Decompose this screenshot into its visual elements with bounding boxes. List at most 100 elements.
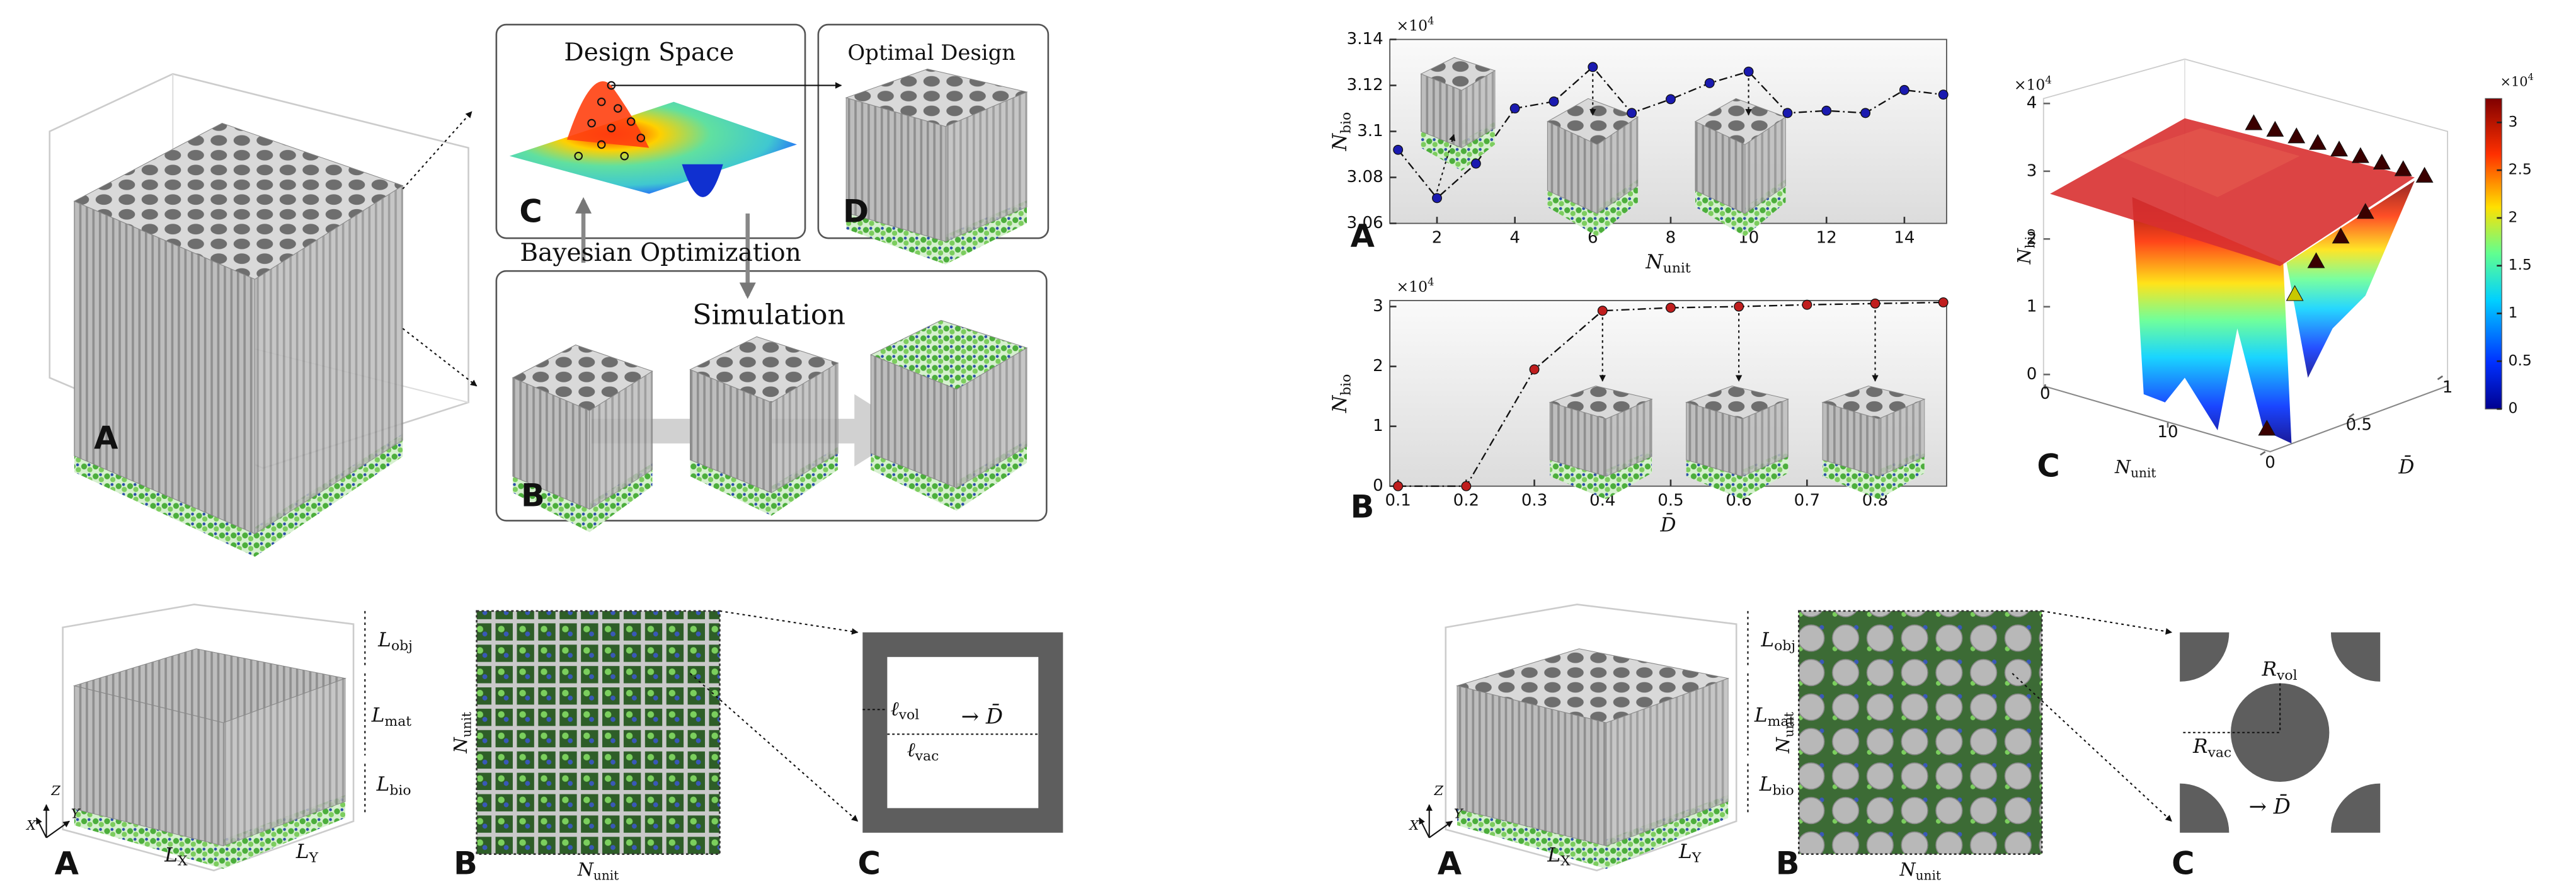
colorbar-tick-label: 2 [2509, 208, 2518, 226]
dimension-label-sub: X [1560, 854, 1571, 869]
data-point [1666, 303, 1676, 312]
panel-title: Design Space [564, 38, 734, 67]
data-point [1705, 79, 1714, 88]
dimension-label-main: L [1759, 773, 1773, 796]
y-tick-label: 1 [1373, 416, 1383, 435]
dimension-label-sub: obj [391, 638, 413, 654]
grid-label: Nunit [1899, 858, 1941, 882]
dimension-label-sub: vac [915, 748, 939, 764]
x-axis-label-sub: unit [2131, 465, 2156, 480]
optimum-marker [2417, 168, 2433, 182]
x-tick-label: 0.7 [1794, 491, 1820, 510]
grid-label-main: N [1899, 858, 1916, 879]
data-point [1627, 108, 1637, 118]
lattice-render [74, 649, 345, 869]
y-tick-label: 3.1 [1357, 122, 1383, 140]
lattice-render [846, 69, 1027, 264]
data-point [1861, 108, 1870, 118]
axis-multiplier: ×104 [1397, 276, 1434, 295]
axis-multiplier: ×104 [2014, 74, 2052, 93]
y-axis-label: Nbio [1328, 374, 1354, 414]
data-point [1938, 298, 1948, 307]
x-tick-label: 0.2 [1453, 491, 1479, 510]
grid-label-sub: unit [1916, 868, 1941, 882]
dimension-label-main: L [1678, 840, 1692, 863]
panel-letter: C [519, 193, 542, 229]
colorbar-tick-label: 1 [2509, 304, 2518, 321]
colorbar [2485, 98, 2502, 409]
panel-letter: C [2172, 845, 2194, 881]
axis-multiplier-sup: 4 [1428, 14, 1434, 26]
dimension-label-sub: Y [1692, 850, 1702, 866]
top-view [1799, 611, 2042, 854]
z-tick-label: 1 [2027, 297, 2037, 316]
panel-title: Bayesian Optimization [520, 239, 801, 267]
x-axis-label-sub: unit [1663, 261, 1691, 277]
dimension-label-sub: vol [2276, 668, 2298, 684]
z-tick-label: 0 [2027, 365, 2037, 384]
dimension-label: Lbio [1759, 773, 1794, 799]
dimension-label-main: L [371, 704, 385, 726]
figure: ADesign SpaceOptimal DesignCDBayesian Op… [0, 0, 2576, 882]
z-tick-label: 4 [2027, 94, 2037, 113]
grid-label-sub: unit [459, 712, 474, 737]
colorbar-tick-label: 0.5 [2509, 352, 2532, 369]
x-tick-label: 2 [1432, 229, 1443, 248]
dimension-label-main: R [2192, 735, 2208, 758]
x-tick-label: 4 [1509, 229, 1520, 248]
y-axis-label: D̄ [2398, 455, 2414, 479]
optimum-marker [2395, 161, 2412, 175]
data-point [1666, 94, 1676, 104]
x-axis-label: D̄ [1659, 512, 1676, 536]
panel-letter: B [1776, 845, 1800, 881]
data-point [1394, 481, 1403, 491]
optimum-marker [2267, 122, 2283, 136]
axis-box [2044, 386, 2447, 452]
dimension-label: Lobj [377, 628, 413, 654]
colorbar-tick-label: 1.5 [2509, 256, 2532, 273]
y-tick-label: 2 [1373, 357, 1383, 375]
dimension-label-main: L [376, 773, 390, 796]
data-point [1394, 145, 1403, 154]
x-tick-label: 8 [1666, 229, 1676, 248]
dimension-label-main: L [1760, 628, 1774, 651]
arrow [403, 328, 476, 386]
z-axis-label: Nbio [2013, 229, 2038, 265]
data-point [1549, 97, 1559, 106]
y-axis-label-sub: bio [1338, 374, 1354, 396]
data-point [1510, 104, 1520, 113]
data-point [1588, 62, 1598, 72]
optimum-marker [2245, 115, 2262, 129]
dimension-label-sub: bio [1772, 783, 1794, 799]
dimension-label-main: R [2261, 658, 2277, 680]
y-tick-label: 1 [2442, 378, 2453, 397]
dimension-label-main: L [1547, 844, 1560, 866]
y-axis-label-main: N [1328, 132, 1351, 151]
dimension-label-main: ℓ [891, 697, 899, 720]
arrow [719, 611, 857, 633]
lattice-render [1457, 649, 1728, 869]
x-axis-label: Nunit [1645, 251, 1691, 277]
y-tick-label: 3.08 [1347, 168, 1383, 186]
unit-cell-void [887, 657, 1038, 808]
top-view [477, 611, 720, 854]
colorbar-multiplier: ×104 [2500, 72, 2534, 89]
grid-label-main: N [1772, 736, 1793, 753]
dimension-label-main: L [295, 840, 309, 863]
x-tick-label: 0.1 [1385, 491, 1411, 510]
y-axis-label-sub: bio [1338, 112, 1354, 134]
dimension-label-sub: bio [389, 783, 411, 799]
data-point [1900, 86, 1909, 95]
data-point [1822, 106, 1831, 115]
data-point [1802, 300, 1812, 309]
y-axis-label-main: N [1328, 394, 1351, 413]
z-axis-label-sub: bio [2022, 229, 2037, 248]
panel-letter: A [1438, 845, 1462, 881]
axis-multiplier-sup: 4 [1428, 276, 1434, 288]
dimension-label-main: L [164, 844, 178, 866]
y-tick-label: 3.12 [1347, 76, 1383, 94]
y-tick-label: 0.5 [2346, 416, 2372, 435]
grid-label-main: N [450, 736, 471, 753]
panel-letter: C [2037, 448, 2059, 484]
data-point [1530, 365, 1539, 374]
